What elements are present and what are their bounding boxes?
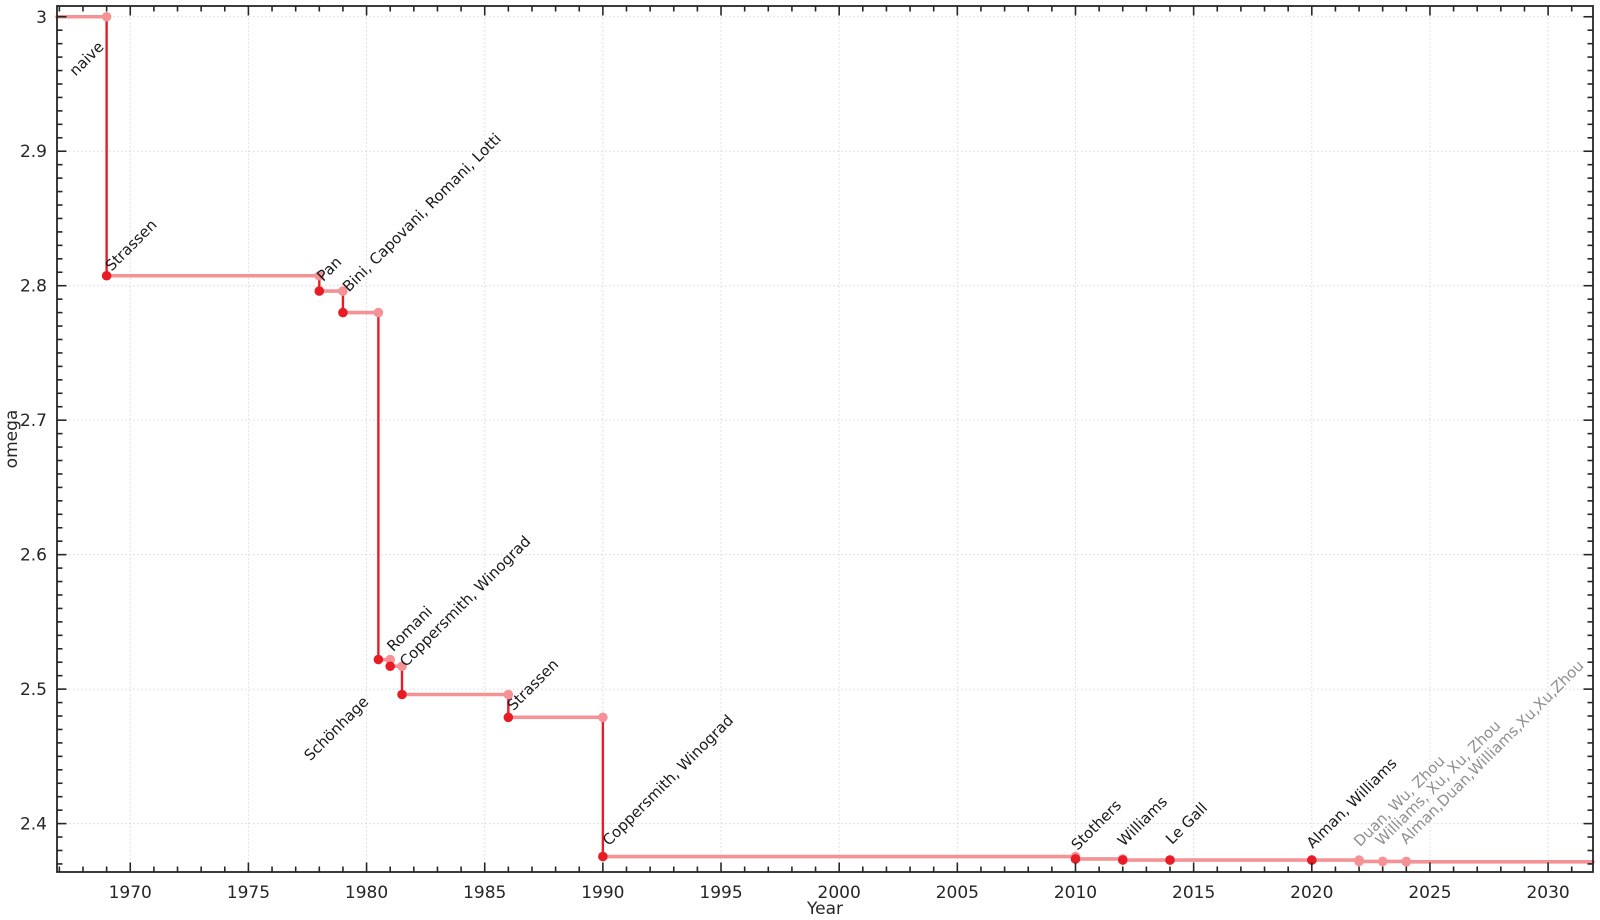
step-top-marker	[503, 689, 514, 700]
axes: 1970 1975 1980 1985 1990 1995 2000 2005 2010 2015…	[20, 5, 1594, 903]
record-point-marker	[373, 654, 384, 665]
x-axis-title: Year	[806, 899, 843, 919]
plot-border	[56, 5, 1594, 873]
step-top-marker	[598, 712, 608, 723]
event-label: Strassen	[503, 655, 562, 714]
event-label: Bini, Capovani, Romani, Lotti	[339, 130, 505, 296]
x-tick-label: 2015	[1172, 883, 1215, 903]
record-point-marker	[1377, 856, 1388, 867]
x-tick-label: 2030	[1526, 883, 1569, 903]
step-top-marker	[373, 307, 384, 318]
x-tick-label: 1975	[227, 883, 270, 903]
event-label: Stothers	[1068, 796, 1126, 854]
y-tick-label: 2.7	[20, 411, 47, 431]
event-label: Coppersmith, Winograd	[599, 711, 737, 849]
step-series	[55, 14, 1595, 864]
step-top-marker	[397, 661, 407, 672]
x-tick-label: 2010	[1054, 883, 1097, 903]
record-point-marker	[1117, 855, 1128, 865]
x-tick-label: 2000	[818, 883, 861, 903]
step-top-marker	[385, 654, 395, 665]
event-label: Alman,Duan,Williams,Xu,Xu,Zhou	[1396, 657, 1587, 848]
x-tick-label: 1980	[345, 883, 388, 903]
record-point-marker	[1354, 856, 1364, 867]
event-label: Schönhage	[300, 693, 372, 765]
x-tick-label: 1970	[109, 883, 152, 903]
x-tick-label: 2025	[1408, 883, 1451, 903]
y-tick-label: 2.4	[20, 815, 47, 835]
data-points	[101, 11, 1412, 867]
record-point-marker	[1070, 854, 1081, 864]
step-top-marker	[314, 270, 325, 281]
y-axis-title: omega	[2, 410, 22, 469]
y-tick-label: 3	[36, 8, 47, 28]
record-point-marker	[598, 851, 608, 862]
record-point-marker	[1165, 855, 1175, 865]
step-top-marker	[101, 11, 112, 22]
y-tick-label: 2.9	[20, 142, 47, 162]
y-tick-label: 2.6	[20, 546, 47, 566]
record-point-marker	[101, 270, 112, 281]
y-tick-label: 2.8	[20, 277, 47, 297]
record-point-marker	[1306, 855, 1317, 865]
event-label: Williams, Xu, Xu, Zhou	[1372, 717, 1505, 850]
event-label: Williams	[1114, 793, 1171, 850]
x-tick-label: 1985	[463, 883, 506, 903]
x-tick-label: 2005	[936, 883, 979, 903]
event-label: Coppersmith, Winograd	[396, 532, 534, 670]
x-tick-label: 1990	[581, 883, 624, 903]
x-tick-label: 1995	[699, 883, 742, 903]
record-point-marker	[338, 307, 348, 318]
record-point-marker	[385, 661, 395, 672]
y-tick-label: 2.5	[20, 680, 47, 700]
gridlines	[57, 6, 1593, 872]
record-point-marker	[503, 712, 514, 723]
step-top-marker	[338, 286, 348, 296]
record-point-marker	[397, 689, 407, 700]
event-label: naive	[66, 38, 108, 80]
record-point-marker	[1401, 857, 1412, 867]
x-tick-label: 2020	[1290, 883, 1333, 903]
event-label: Strassen	[102, 216, 161, 275]
record-point-marker	[314, 286, 325, 296]
